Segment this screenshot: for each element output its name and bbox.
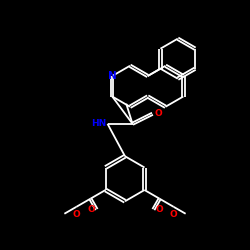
Text: O: O	[170, 210, 177, 219]
Text: O: O	[87, 205, 95, 214]
Text: N: N	[108, 71, 116, 81]
Text: O: O	[72, 210, 80, 219]
Text: HN: HN	[91, 119, 106, 128]
Text: O: O	[155, 205, 163, 214]
Text: O: O	[154, 109, 162, 118]
